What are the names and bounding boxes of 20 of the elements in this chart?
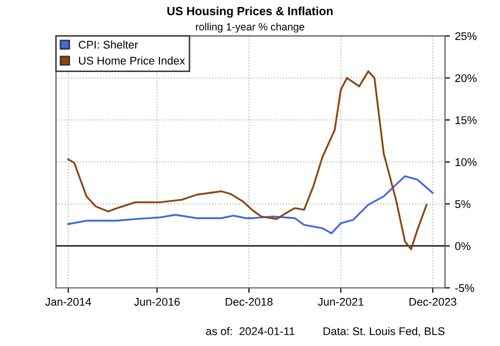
y-tick-label: -5% — [455, 284, 474, 292]
y-tick-label: 5% — [455, 200, 470, 208]
line-series — [67, 175, 434, 234]
text: as of: 2024-01-11 — [206, 326, 294, 336]
chart-subtitle: rolling 1-year % change — [196, 22, 304, 33]
y-tick-label: 20% — [455, 74, 477, 82]
legend-label: US Home Price Index — [79, 56, 185, 65]
legend-label: CPI: Shelter — [78, 40, 138, 49]
chart-title: US Housing Prices & Inflation — [167, 6, 333, 18]
y-tick-label: 25% — [455, 32, 477, 40]
x-tick-label: Jan-2014 — [45, 298, 92, 306]
line-series — [67, 70, 428, 250]
x-tick-label: Jun-2016 — [134, 298, 180, 306]
y-tick-label: 15% — [456, 116, 477, 124]
y-tick-label: 0% — [455, 242, 470, 250]
x-tick-label: Dec-2018 — [226, 298, 273, 306]
text: Data: St. Louis Fed, BLS — [324, 326, 444, 336]
x-tick-label: Dec-2023 — [410, 298, 456, 306]
y-tick-label: 10% — [456, 158, 477, 166]
x-tick-label: Jun-2021 — [318, 298, 364, 306]
